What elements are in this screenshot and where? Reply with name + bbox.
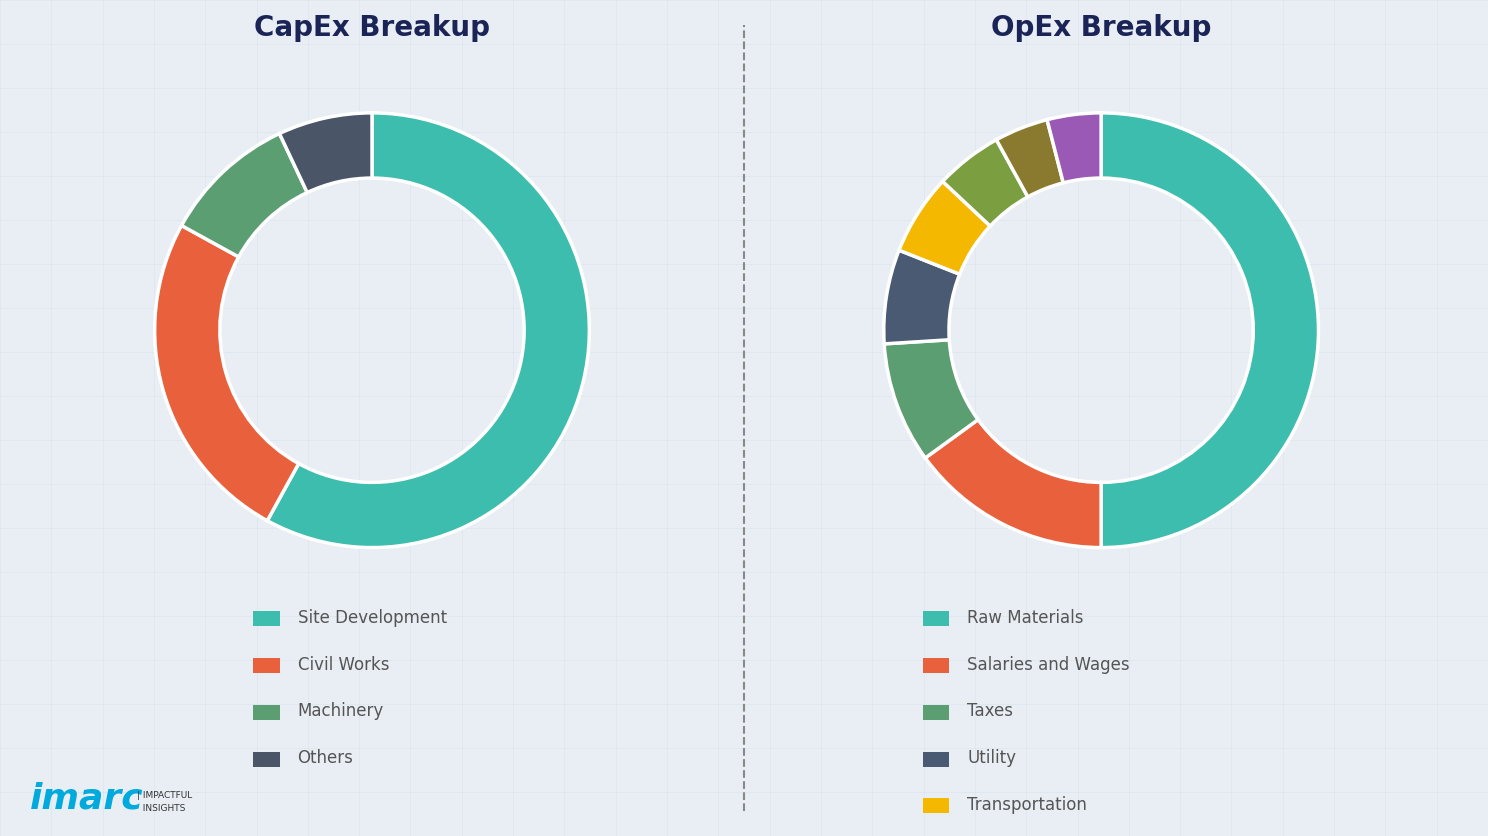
Text: | IMPACTFUL
  INSIGHTS: | IMPACTFUL INSIGHTS	[137, 791, 192, 813]
Wedge shape	[280, 113, 372, 192]
Text: Civil Works: Civil Works	[298, 655, 388, 674]
Wedge shape	[884, 250, 960, 344]
Text: imarc: imarc	[30, 781, 143, 815]
Wedge shape	[926, 420, 1101, 548]
Text: Machinery: Machinery	[298, 702, 384, 721]
Wedge shape	[1101, 113, 1318, 548]
Wedge shape	[899, 181, 990, 274]
Text: Taxes: Taxes	[967, 702, 1013, 721]
Wedge shape	[1048, 113, 1101, 183]
Wedge shape	[182, 134, 307, 257]
Wedge shape	[884, 339, 978, 458]
Text: Salaries and Wages: Salaries and Wages	[967, 655, 1129, 674]
Text: Raw Materials: Raw Materials	[967, 609, 1083, 627]
Wedge shape	[268, 113, 589, 548]
Title: OpEx Breakup: OpEx Breakup	[991, 14, 1211, 43]
Wedge shape	[997, 120, 1064, 197]
Wedge shape	[943, 140, 1028, 226]
Title: CapEx Breakup: CapEx Breakup	[254, 14, 490, 43]
Text: Others: Others	[298, 749, 354, 767]
Text: Transportation: Transportation	[967, 796, 1088, 814]
Text: Utility: Utility	[967, 749, 1016, 767]
Wedge shape	[155, 226, 299, 521]
Text: Site Development: Site Development	[298, 609, 446, 627]
